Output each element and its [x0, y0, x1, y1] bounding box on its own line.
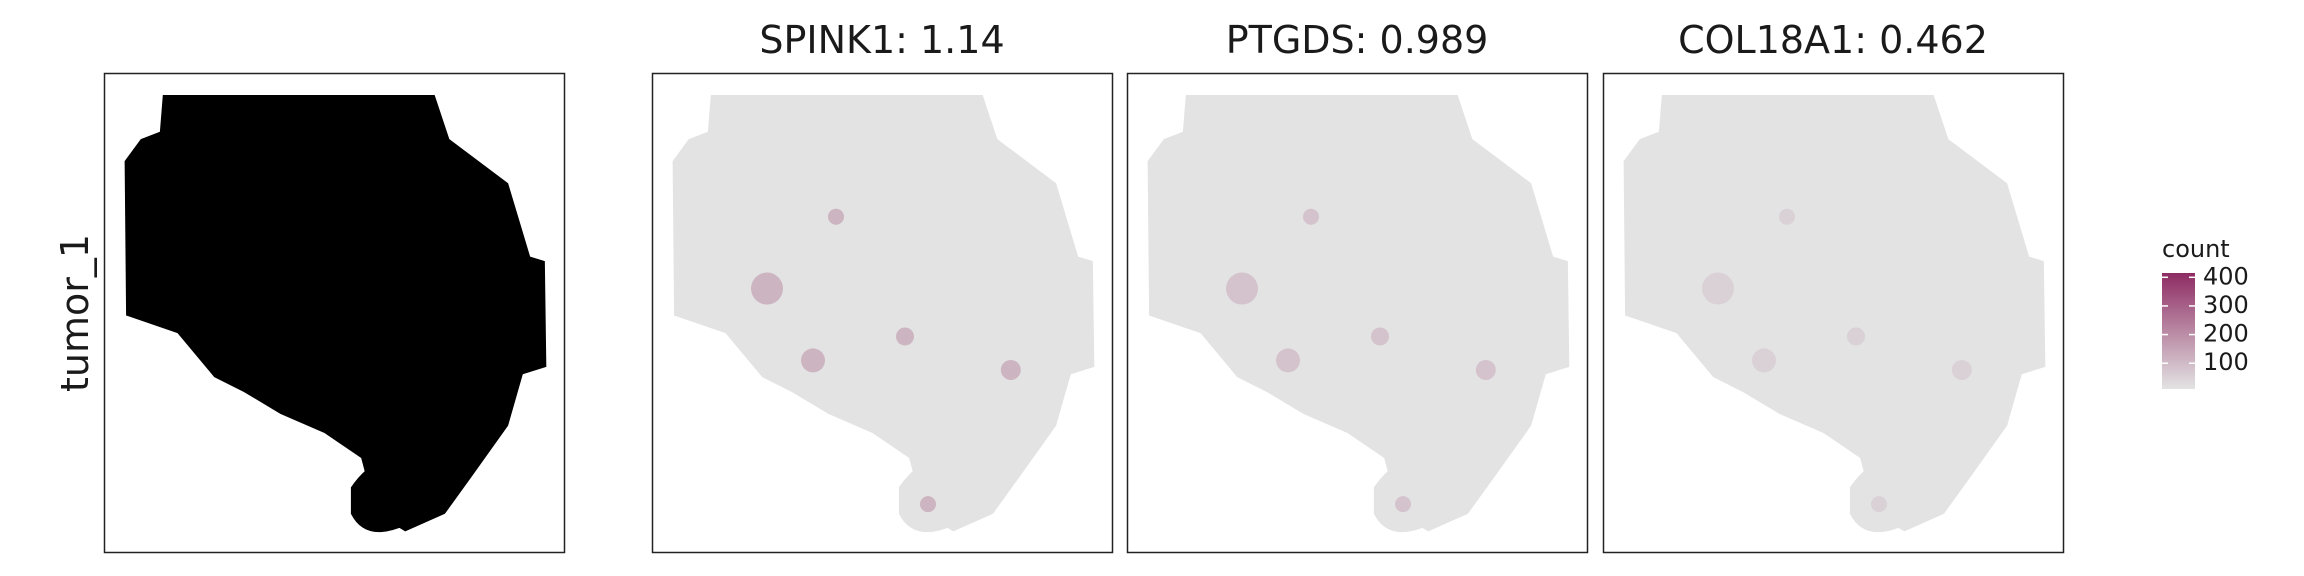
colorbar-bar — [2162, 273, 2195, 389]
panel-title: COL18A1: 0.462 — [1678, 18, 1988, 62]
tissue — [672, 95, 1095, 533]
colorbar-tick-label: 200 — [2203, 320, 2249, 348]
expression-spot — [920, 496, 936, 513]
tissue — [1147, 95, 1570, 533]
expression-spot — [896, 327, 914, 346]
tissue — [124, 95, 547, 533]
colorbar-tick-label: 300 — [2203, 291, 2249, 319]
panel-frame — [1126, 72, 1589, 554]
panel-title: SPINK1: 1.14 — [759, 18, 1004, 62]
panel-title: PTGDS: 0.989 — [1226, 18, 1489, 62]
tissue — [1623, 95, 2046, 533]
expression-spot — [1000, 359, 1021, 380]
expression-spot — [1475, 359, 1496, 380]
expression-spot — [1847, 327, 1865, 346]
expression-spot — [1371, 327, 1389, 346]
colorbar-tick-label: 400 — [2203, 262, 2249, 290]
panels: SPINK1: 1.14 PTGDS: 0.989 COL18A1: 0.462 — [103, 18, 2065, 554]
expression-spot — [1779, 208, 1795, 225]
panel-frame — [651, 72, 1114, 554]
panel-frame — [1602, 72, 2065, 554]
colorbar-tick-label: 100 — [2203, 348, 2249, 376]
colorbar-title: count — [2162, 235, 2230, 263]
expression-spot — [1303, 208, 1319, 225]
expression-spot — [1752, 348, 1776, 373]
expression-spot — [1276, 348, 1300, 373]
expression-spot — [1951, 359, 1972, 380]
expression-spot — [1226, 272, 1258, 305]
expression-spot — [751, 272, 783, 305]
expression-spot — [1702, 272, 1734, 305]
row-label: tumor_1 — [53, 234, 97, 392]
expression-spot — [828, 208, 844, 225]
expression-spot — [1395, 496, 1411, 513]
expression-spot — [1871, 496, 1887, 513]
expression-spot — [801, 348, 825, 373]
panel-frame — [103, 72, 566, 554]
